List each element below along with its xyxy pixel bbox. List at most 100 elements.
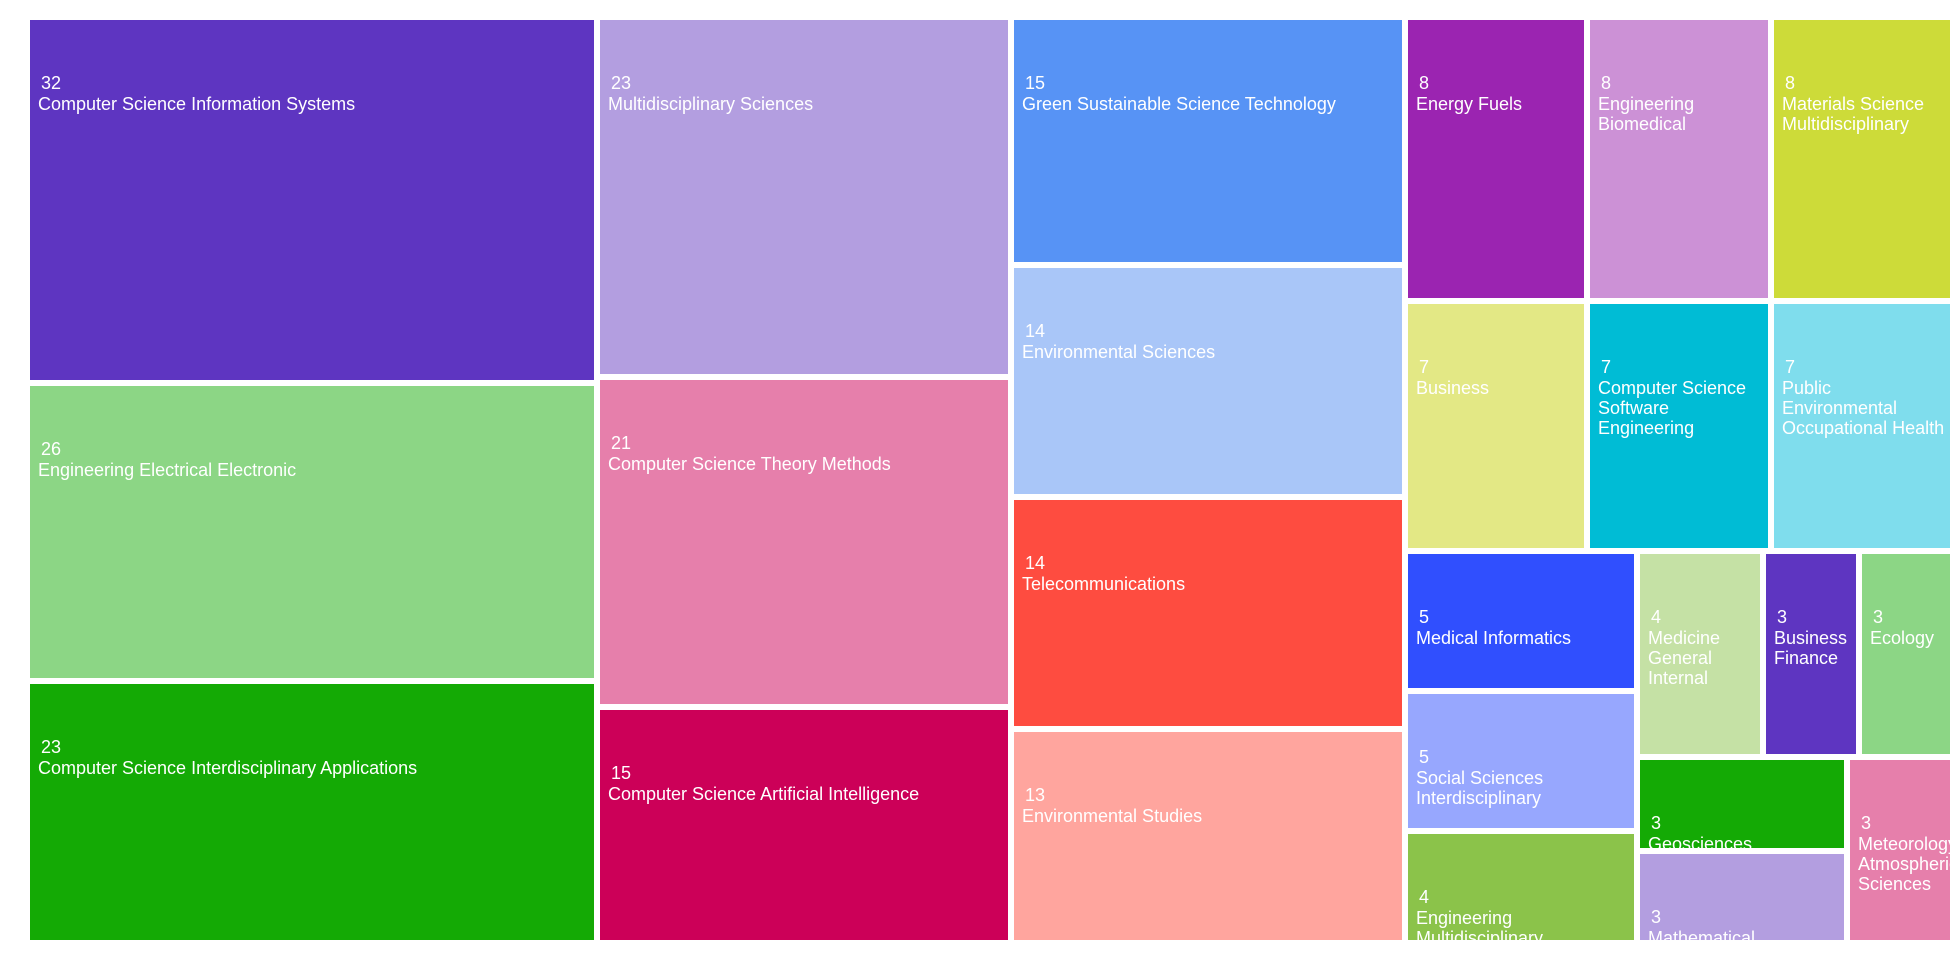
treemap-cell-name: Materials Science Multidisciplinary (1782, 94, 1925, 134)
treemap-cell-name: Computer Science Artificial Intelligence (608, 784, 920, 804)
treemap-cell-value: 13 (1025, 785, 1046, 805)
treemap-cell-value: 4 (1651, 607, 1662, 627)
treemap-cell-label: 3 Business Finance (1774, 606, 1852, 668)
treemap-cell-label: 7 Public Environmental Occupational Healt… (1782, 356, 1946, 438)
treemap-cell-value: 3 (1873, 607, 1884, 627)
treemap-cell-label: 3 Mathematical (1648, 906, 1840, 940)
treemap-cell-label: 32 Computer Science Information Systems (38, 72, 590, 114)
treemap-cell-value: 23 (41, 737, 62, 757)
treemap-cell-value: 4 (1419, 887, 1430, 907)
treemap-cell-materials-science-multidisciplinary[interactable]: 8 Materials Science Multidisciplinary (1774, 20, 1950, 298)
treemap-cell-name: Engineering Multidisciplinary (1416, 908, 1544, 940)
treemap-cell-value: 15 (611, 763, 632, 783)
treemap-cell-name: Green Sustainable Science Technology (1022, 94, 1336, 114)
treemap-cell-value: 3 (1861, 813, 1872, 833)
treemap-cell-value: 8 (1785, 73, 1796, 93)
treemap-cell-name: Medical Informatics (1416, 628, 1572, 648)
treemap-cell-engineering-multidisciplinary[interactable]: 4 Engineering Multidisciplinary (1408, 834, 1634, 940)
treemap-cell-medical-informatics[interactable]: 5 Medical Informatics (1408, 554, 1634, 688)
treemap-cell-name: Social Sciences Interdisciplinary (1416, 768, 1544, 808)
treemap-cell-name: Engineering Electrical Electronic (38, 460, 297, 480)
treemap-cell-label: 14 Telecommunications (1022, 552, 1398, 594)
treemap-cell-label: 13 Environmental Studies (1022, 784, 1398, 826)
treemap-cell-label: 15 Green Sustainable Science Technology (1022, 72, 1398, 114)
treemap-cell-label: 5 Medical Informatics (1416, 606, 1630, 648)
treemap-cell-mathematical[interactable]: 3 Mathematical (1640, 854, 1844, 940)
treemap-cell-computer-science-software-engineering[interactable]: 7 Computer Science Software Engineering (1590, 304, 1768, 548)
treemap-cell-value: 21 (611, 433, 632, 453)
treemap-cell-label: 4 Medicine General Internal (1648, 606, 1756, 688)
treemap-cell-name: Engineering Biomedical (1598, 94, 1695, 134)
treemap-cell-name: Environmental Sciences (1022, 342, 1216, 362)
treemap-cell-value: 3 (1651, 907, 1662, 927)
treemap-cell-label: 8 Energy Fuels (1416, 72, 1580, 114)
treemap-cell-environmental-studies[interactable]: 13 Environmental Studies (1014, 732, 1402, 940)
treemap-cell-value: 5 (1419, 747, 1430, 767)
treemap-cell-green-sustainable-science-technology[interactable]: 15 Green Sustainable Science Technology (1014, 20, 1402, 262)
treemap-cell-energy-fuels[interactable]: 8 Energy Fuels (1408, 20, 1584, 298)
treemap-cell-label: 3 Geosciences (1648, 812, 1840, 848)
treemap-cell-label: 15 Computer Science Artificial Intelligen… (608, 762, 1004, 804)
treemap-cell-value: 5 (1419, 607, 1430, 627)
treemap-cell-name: Meteorology Atmospheric Sciences (1858, 834, 1950, 894)
treemap-cell-name: Computer Science Theory Methods (608, 454, 891, 474)
treemap-cell-value: 7 (1785, 357, 1796, 377)
treemap-cell-medicine-general-internal[interactable]: 4 Medicine General Internal (1640, 554, 1760, 754)
treemap-cell-label: 8 Engineering Biomedical (1598, 72, 1764, 134)
treemap-cell-ecology[interactable]: 3 Ecology (1862, 554, 1950, 754)
treemap-cell-name: Computer Science Software Engineering (1598, 378, 1747, 438)
treemap-cell-engineering-biomedical[interactable]: 8 Engineering Biomedical (1590, 20, 1768, 298)
treemap-cell-value: 7 (1601, 357, 1612, 377)
treemap-cell-geosciences[interactable]: 3 Geosciences (1640, 760, 1844, 848)
treemap-cell-name: Telecommunications (1022, 574, 1186, 594)
treemap-cell-value: 8 (1601, 73, 1612, 93)
treemap-cell-label: 5 Social Sciences Interdisciplinary (1416, 746, 1630, 808)
treemap-cell-value: 26 (41, 439, 62, 459)
treemap-cell-value: 14 (1025, 321, 1046, 341)
treemap-cell-name: Business (1416, 378, 1490, 398)
treemap-cell-name: Public Environmental Occupational Health (1782, 378, 1945, 438)
treemap-cell-name: Energy Fuels (1416, 94, 1523, 114)
treemap-cell-label: 23 Multidisciplinary Sciences (608, 72, 1004, 114)
treemap-cell-computer-science-artificial-intelligence[interactable]: 15 Computer Science Artificial Intelligen… (600, 710, 1008, 940)
treemap-cell-value: 3 (1777, 607, 1788, 627)
treemap-cell-business[interactable]: 7 Business (1408, 304, 1584, 548)
treemap-cell-name: Ecology (1870, 628, 1935, 648)
treemap-cell-business-finance[interactable]: 3 Business Finance (1766, 554, 1856, 754)
treemap-cell-computer-science-interdisciplinary-applications[interactable]: 23 Computer Science Interdisciplinary App… (30, 684, 594, 940)
treemap-cell-name: Computer Science Interdisciplinary Appli… (38, 758, 418, 778)
treemap-cell-value: 15 (1025, 73, 1046, 93)
treemap-cell-telecommunications[interactable]: 14 Telecommunications (1014, 500, 1402, 726)
treemap-cell-name: Mathematical (1648, 928, 1756, 940)
treemap-cell-name: Computer Science Information Systems (38, 94, 356, 114)
treemap-cell-public-environmental-occupational-health[interactable]: 7 Public Environmental Occupational Healt… (1774, 304, 1950, 548)
treemap-cell-name: Multidisciplinary Sciences (608, 94, 814, 114)
treemap-cell-label: 3 Meteorology Atmospheric Sciences (1858, 812, 1950, 894)
treemap-cell-label: 21 Computer Science Theory Methods (608, 432, 1004, 474)
treemap-cell-environmental-sciences[interactable]: 14 Environmental Sciences (1014, 268, 1402, 494)
treemap-cell-label: 8 Materials Science Multidisciplinary (1782, 72, 1946, 134)
treemap-cell-name: Environmental Studies (1022, 806, 1203, 826)
treemap-cell-value: 14 (1025, 553, 1046, 573)
treemap-cell-engineering-electrical-electronic[interactable]: 26 Engineering Electrical Electronic (30, 386, 594, 678)
treemap-cell-multidisciplinary-sciences[interactable]: 23 Multidisciplinary Sciences (600, 20, 1008, 374)
treemap-cell-value: 8 (1419, 73, 1430, 93)
treemap-cell-name: Geosciences (1648, 834, 1753, 848)
treemap-cell-name: Business Finance (1774, 628, 1848, 668)
treemap-cell-value: 7 (1419, 357, 1430, 377)
treemap-cell-meteorology-atmospheric-sciences[interactable]: 3 Meteorology Atmospheric Sciences (1850, 760, 1950, 940)
treemap-cell-value: 3 (1651, 813, 1662, 833)
treemap-cell-social-sciences-interdisciplinary[interactable]: 5 Social Sciences Interdisciplinary (1408, 694, 1634, 828)
treemap-cell-label: 7 Computer Science Software Engineering (1598, 356, 1764, 438)
treemap-cell-computer-science-information-systems[interactable]: 32 Computer Science Information Systems (30, 20, 594, 380)
treemap-cell-computer-science-theory-methods[interactable]: 21 Computer Science Theory Methods (600, 380, 1008, 704)
treemap-cell-label: 14 Environmental Sciences (1022, 320, 1398, 362)
treemap-cell-value: 32 (41, 73, 62, 93)
treemap-cell-label: 7 Business (1416, 356, 1580, 398)
treemap-cell-name: Medicine General Internal (1648, 628, 1721, 688)
treemap-cell-label: 26 Engineering Electrical Electronic (38, 438, 590, 480)
treemap-cell-label: 3 Ecology (1870, 606, 1946, 648)
treemap-cell-value: 23 (611, 73, 632, 93)
treemap-cell-label: 23 Computer Science Interdisciplinary App… (38, 736, 590, 778)
treemap-cell-label: 4 Engineering Multidisciplinary (1416, 886, 1630, 940)
